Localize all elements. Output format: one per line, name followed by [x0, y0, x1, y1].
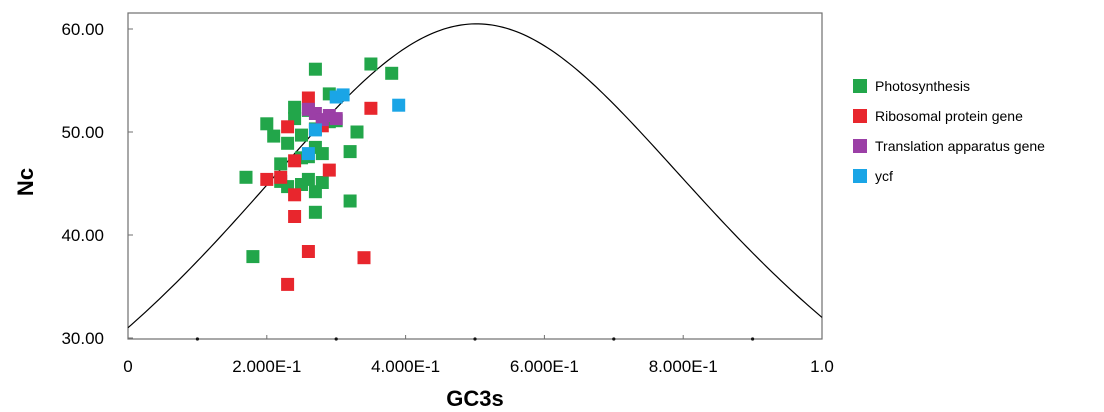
data-point-ribosomal-protein-gene: [301, 91, 315, 105]
data-point-ribosomal-protein-gene: [281, 120, 295, 134]
x-minor-tick: [612, 337, 616, 341]
x-tick-marks: [127, 335, 823, 341]
x-tick-labels: 0 2.000E-1 4.000E-1 6.000E-1 8.000E-1 1.0: [123, 357, 834, 376]
x-tick-label: 8.000E-1: [649, 357, 718, 376]
legend-label: Ribosomal protein gene: [875, 108, 1023, 124]
data-point-photosynthesis: [267, 129, 281, 143]
data-point-ycf: [308, 123, 322, 137]
x-tick-label: 6.000E-1: [510, 357, 579, 376]
y-tick-marks: [128, 28, 133, 339]
x-tick-label: 0: [123, 357, 132, 376]
data-point-photosynthesis: [239, 170, 253, 184]
x-tick-label: 1.0: [810, 357, 834, 376]
data-point-ycf: [336, 88, 350, 102]
y-tick-label: 50.00: [61, 123, 104, 142]
legend-swatch: [853, 109, 867, 123]
data-point-photosynthesis: [350, 125, 364, 139]
data-point-photosynthesis: [246, 250, 260, 264]
data-point-photosynthesis: [260, 117, 274, 131]
x-minor-tick: [751, 337, 755, 341]
data-point-photosynthesis: [288, 100, 302, 114]
data-point-ribosomal-protein-gene: [364, 101, 378, 115]
data-point-photosynthesis: [301, 172, 315, 186]
scatter-points: [239, 57, 406, 291]
data-point-photosynthesis: [385, 66, 399, 80]
data-point-photosynthesis: [281, 136, 295, 150]
data-point-ribosomal-protein-gene: [281, 277, 295, 291]
data-point-ycf: [301, 147, 315, 161]
y-tick-label: 30.00: [61, 329, 104, 348]
data-point-ribosomal-protein-gene: [301, 245, 315, 258]
data-point-ribosomal-protein-gene: [288, 188, 302, 202]
data-point-photosynthesis: [274, 157, 288, 171]
y-tick-label: 60.00: [61, 20, 104, 39]
x-minor-tick: [473, 337, 477, 341]
y-tick-label: 40.00: [61, 226, 104, 245]
x-minor-tick: [334, 337, 338, 341]
data-point-ribosomal-protein-gene: [288, 154, 302, 168]
data-point-ycf: [392, 98, 406, 112]
data-point-ribosomal-protein-gene: [274, 170, 288, 184]
data-point-photosynthesis: [308, 205, 322, 219]
data-point-photosynthesis: [308, 62, 322, 76]
legend-swatch: [853, 169, 867, 183]
legend-swatch: [853, 79, 867, 93]
data-point-photosynthesis: [315, 147, 329, 161]
data-point-photosynthesis: [295, 128, 308, 142]
y-axis-title: Nc: [13, 168, 38, 196]
data-point-ribosomal-protein-gene: [322, 163, 336, 177]
data-point-photosynthesis: [364, 57, 378, 71]
data-point-ribosomal-protein-gene: [288, 210, 302, 223]
plot-frame: [127, 12, 823, 340]
x-tick-label: 2.000E-1: [232, 357, 301, 376]
data-point-ribosomal-protein-gene: [260, 172, 274, 186]
x-axis-title: GC3s: [446, 386, 503, 411]
legend-label: Photosynthesis: [875, 78, 970, 94]
data-point-photosynthesis: [343, 145, 357, 159]
data-point-translation-apparatus-gene: [329, 112, 343, 126]
x-minor-tick: [195, 337, 199, 341]
legend: Photosynthesis Ribosomal protein gene Tran…: [853, 78, 1045, 184]
y-tick-labels: 30.00 40.00 50.00 60.00: [61, 20, 104, 348]
expected-curve: [127, 23, 823, 329]
legend-swatch: [853, 139, 867, 153]
data-point-ribosomal-protein-gene: [357, 251, 371, 265]
legend-label: Translation apparatus gene: [875, 138, 1045, 154]
data-point-photosynthesis: [315, 176, 329, 189]
legend-label: ycf: [875, 168, 893, 184]
data-point-photosynthesis: [343, 194, 357, 208]
x-tick-label: 4.000E-1: [371, 357, 440, 376]
